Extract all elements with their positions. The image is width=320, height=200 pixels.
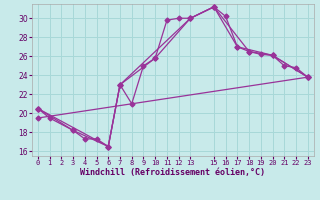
X-axis label: Windchill (Refroidissement éolien,°C): Windchill (Refroidissement éolien,°C): [80, 168, 265, 177]
